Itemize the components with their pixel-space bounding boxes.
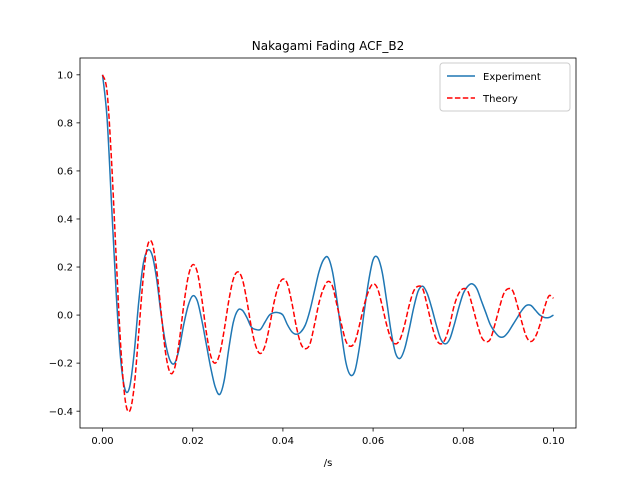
- x-tick-label: 0.02: [182, 436, 204, 447]
- legend-box: [439, 62, 571, 112]
- chart-title: Nakagami Fading ACF_B2: [252, 39, 405, 53]
- y-tick-label: 0.6: [57, 167, 73, 178]
- y-tick-label: 0.8: [57, 118, 73, 129]
- y-tick-label: −0.4: [49, 407, 73, 418]
- x-tick-label: 0.08: [452, 436, 474, 447]
- series-line-theory: [101, 74, 554, 413]
- x-axis-label: /s: [324, 458, 333, 469]
- legend: Experiment Theory: [439, 62, 571, 112]
- x-tick-label: 0.04: [272, 436, 294, 447]
- y-tick-label: −0.2: [49, 359, 73, 370]
- x-tick-label: 0.00: [91, 436, 113, 447]
- plot-frame: [79, 57, 577, 429]
- x-tick-label: 0.10: [542, 436, 564, 447]
- plot-area: [101, 74, 554, 413]
- x-tick-label: 0.06: [362, 436, 384, 447]
- y-tick-label: 1.0: [57, 70, 73, 81]
- series-line-experiment: [101, 74, 554, 396]
- y-tick-label: 0.4: [57, 215, 73, 226]
- legend-label-theory: Theory: [482, 94, 518, 105]
- x-axis: 0.00 0.02 0.04 0.06 0.08 0.10: [91, 428, 565, 447]
- legend-label-experiment: Experiment: [483, 72, 541, 83]
- y-tick-label: 0.2: [57, 263, 73, 274]
- y-tick-label: 0.0: [57, 311, 73, 322]
- y-axis: −0.4 −0.2 0.0 0.2 0.4 0.6 0.8 1.0: [49, 70, 80, 418]
